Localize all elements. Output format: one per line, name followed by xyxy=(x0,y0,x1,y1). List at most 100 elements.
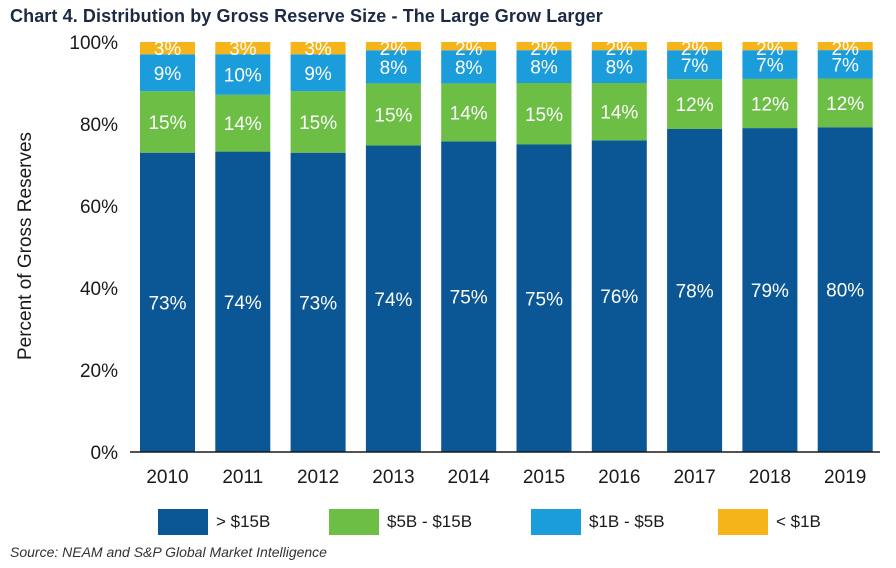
bar-segment xyxy=(441,42,497,51)
bar-value-label: 2% xyxy=(530,39,558,60)
bar-segment xyxy=(365,50,421,84)
legend-item-lt-1b: < $1B xyxy=(718,509,821,535)
bar-segment xyxy=(591,140,647,452)
source-note: Source: NEAM and S&P Global Market Intel… xyxy=(10,544,327,560)
bar-value-label: 15% xyxy=(299,113,337,134)
bar-value-label: 73% xyxy=(299,293,337,314)
bar-value-label: 12% xyxy=(751,95,789,116)
bar-value-label: 79% xyxy=(751,281,789,302)
x-tick-label: 2018 xyxy=(749,467,791,488)
bar-segment xyxy=(140,54,195,92)
bar-segment xyxy=(591,50,647,83)
legend-label-gt-15b: > $15B xyxy=(216,512,271,531)
bar-segment xyxy=(667,79,723,129)
x-tick-label: 2010 xyxy=(146,467,188,488)
bar-value-label: 14% xyxy=(224,114,262,135)
bar-value-label: 3% xyxy=(229,39,257,60)
bar-segment xyxy=(667,50,723,80)
x-tick-label: 2016 xyxy=(598,467,640,488)
y-axis-ticks: 0% 20% 40% 60% 80% 100% xyxy=(69,33,118,464)
bar-value-label: 8% xyxy=(530,58,558,79)
bar-value-label: 3% xyxy=(304,39,332,60)
bar-segment xyxy=(290,42,346,55)
bar-segment xyxy=(290,152,346,452)
bar-value-label: 10% xyxy=(224,65,262,86)
bar-value-label: 15% xyxy=(525,105,563,126)
legend-item-1b-5b: $1B - $5B xyxy=(531,509,665,535)
x-tick-label: 2011 xyxy=(222,467,263,488)
y-tick-label: 40% xyxy=(80,279,118,300)
bar-segment xyxy=(742,78,798,129)
bar-segment xyxy=(667,42,723,51)
x-axis-ticks: 2010 2011 2012 2013 2014 2015 2016 2017 2018 2019 xyxy=(146,467,866,488)
bar-segment xyxy=(140,91,195,153)
legend-item-gt-15b: > $15B xyxy=(158,509,270,535)
chart-title: Chart 4. Distribution by Gross Reserve S… xyxy=(10,6,603,26)
legend-swatch-5b-15b xyxy=(329,509,379,535)
bar-value-label: 2% xyxy=(831,39,859,60)
bar-segment xyxy=(516,144,572,452)
bar-value-label: 2% xyxy=(756,39,784,60)
bar-segment xyxy=(215,42,271,55)
bar-segment xyxy=(516,42,572,51)
bar-segment xyxy=(591,83,647,141)
bar-value-label: 74% xyxy=(374,290,412,311)
bar-value-label: 14% xyxy=(450,103,488,124)
bar-segment xyxy=(817,50,873,79)
bar-value-label: 75% xyxy=(525,289,563,310)
bar-segment xyxy=(742,50,798,79)
legend-label-5b-15b: $5B - $15B xyxy=(387,512,473,531)
bar-value-label: 76% xyxy=(600,287,638,308)
bar-value-label: 3% xyxy=(154,39,182,60)
bar-value-label: 80% xyxy=(826,281,864,302)
x-tick-label: 2015 xyxy=(523,467,565,488)
bar-series-group: 73%15%9%3%74%14%10%3%73%15%9%3%74%15%8%2… xyxy=(140,39,873,453)
bar-segment xyxy=(817,127,873,452)
bar-segment xyxy=(667,128,723,452)
x-tick-label: 2019 xyxy=(824,467,866,488)
bar-value-label: 15% xyxy=(374,105,412,126)
bar-segment xyxy=(290,54,346,92)
bar-value-label: 2% xyxy=(606,39,634,60)
bar-segment xyxy=(215,94,271,152)
bar-value-label: 9% xyxy=(304,64,332,85)
y-tick-label: 20% xyxy=(80,361,118,382)
bar-segment xyxy=(441,50,497,84)
y-tick-label: 60% xyxy=(80,197,118,218)
bar-value-label: 78% xyxy=(676,281,714,302)
bar-segment xyxy=(365,145,421,453)
bar-value-label: 2% xyxy=(681,39,709,60)
bar-value-label: 12% xyxy=(676,95,714,116)
bar-segment xyxy=(215,54,271,95)
legend-swatch-lt-1b xyxy=(718,509,768,535)
bar-value-label: 8% xyxy=(455,58,483,79)
bar-value-label: 73% xyxy=(148,293,186,314)
stacked-bar-chart: Percent of Gross Reserves 0% 20% 40% 60% 80%… xyxy=(15,33,880,488)
bar-segment xyxy=(290,91,346,153)
bar-value-label: 7% xyxy=(756,56,784,77)
bar-segment xyxy=(441,83,497,142)
y-tick-label: 100% xyxy=(69,33,118,54)
bar-segment xyxy=(365,42,421,51)
bar-value-label: 74% xyxy=(224,293,262,314)
bar-segment xyxy=(140,42,195,55)
bar-value-label: 12% xyxy=(826,94,864,115)
bar-value-label: 75% xyxy=(450,288,488,309)
bar-segment xyxy=(215,151,271,453)
bar-segment xyxy=(742,128,798,452)
bar-value-label: 2% xyxy=(455,39,483,60)
bar-segment xyxy=(817,42,873,51)
y-tick-label: 0% xyxy=(91,443,119,464)
legend-label-lt-1b: < $1B xyxy=(776,512,821,531)
bar-segment xyxy=(591,42,647,51)
bar-segment xyxy=(516,50,572,83)
bar-segment xyxy=(140,152,195,452)
x-tick-label: 2014 xyxy=(448,467,491,488)
bar-segment xyxy=(817,78,873,128)
legend-item-5b-15b: $5B - $15B xyxy=(329,509,472,535)
legend-label-1b-5b: $1B - $5B xyxy=(589,512,665,531)
bar-value-label: 14% xyxy=(600,103,638,124)
legend-swatch-1b-5b xyxy=(531,509,581,535)
bar-value-label: 7% xyxy=(681,56,709,77)
bar-value-label: 8% xyxy=(380,58,408,79)
